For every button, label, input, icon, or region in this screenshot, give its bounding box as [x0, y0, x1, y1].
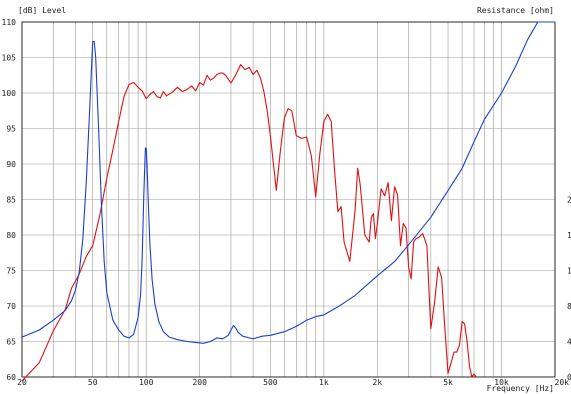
x-tick-label: 10k: [494, 378, 509, 387]
y2-tick-label: 12: [567, 267, 571, 276]
left-axis-label: [dB] Level: [18, 6, 66, 15]
y-tick-label: 110: [2, 18, 17, 27]
x-tick-label: 200: [192, 378, 207, 387]
y-tick-label: 65: [6, 338, 16, 347]
plot-frame: [21, 21, 556, 378]
right-axis-label: Resistance [ohm]: [477, 6, 554, 15]
x-tick-label: 5k: [443, 378, 453, 387]
grid-lines: [21, 21, 556, 378]
y-tick-label: 105: [2, 54, 17, 63]
level-curve-red: [21, 64, 477, 382]
x-tick-label: 20k: [555, 378, 570, 387]
y-tick-label: 95: [6, 125, 16, 134]
y2-tick-label: 20: [567, 196, 571, 205]
x-tick-label: 20: [17, 378, 27, 387]
x-tick-label: 500: [263, 378, 278, 387]
y-tick-label: 75: [6, 267, 16, 276]
y-tick-label: 85: [6, 196, 16, 205]
impedance-curve-blue: [21, 21, 555, 344]
series-group: [21, 21, 555, 382]
y2-tick-label: 16: [567, 231, 571, 240]
tick-labels: 20 50 100 200 500 1k 2k 5k 10k 20k606570758085909…: [2, 18, 571, 387]
y2-tick-label: 4: [567, 338, 571, 347]
y2-tick-label: 8: [567, 302, 571, 311]
x-tick-label: 100: [139, 378, 154, 387]
y-tick-label: 70: [6, 302, 16, 311]
y-tick-label: 100: [2, 89, 17, 98]
y2-tick-label: 0: [567, 373, 571, 382]
x-tick-label: 1k: [319, 378, 329, 387]
x-tick-label: 2k: [373, 378, 383, 387]
x-tick-label: 50: [88, 378, 98, 387]
x-axis-label: Frequency [Hz]: [487, 384, 554, 393]
y-tick-label: 90: [6, 160, 16, 169]
y-tick-label: 60: [6, 373, 16, 382]
y-tick-label: 80: [6, 231, 16, 240]
